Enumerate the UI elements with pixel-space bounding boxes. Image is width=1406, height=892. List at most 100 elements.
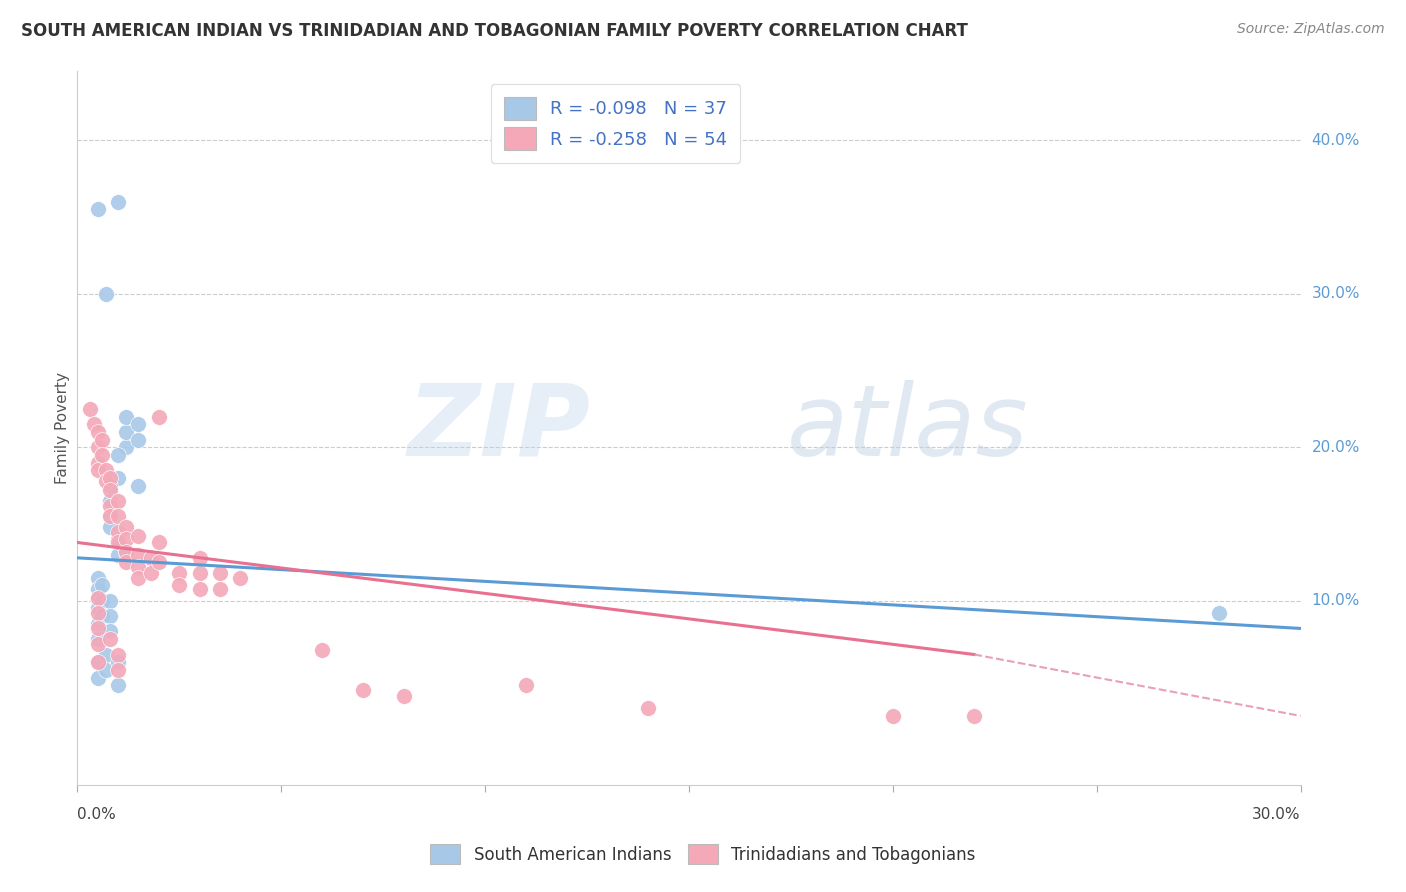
Point: [90, 448, 112, 462]
Point: [90, 433, 112, 447]
Point: [515, 678, 537, 692]
Point: [311, 643, 333, 657]
Point: [87, 202, 110, 217]
Point: [87, 601, 110, 615]
Point: [98, 509, 121, 524]
Point: [83, 417, 105, 432]
Point: [352, 682, 374, 697]
Point: [87, 632, 110, 647]
Point: [139, 550, 162, 565]
Point: [169, 566, 191, 581]
Point: [87, 582, 110, 596]
Point: [115, 544, 138, 558]
Point: [963, 709, 986, 723]
Point: [98, 624, 121, 639]
Text: Source: ZipAtlas.com: Source: ZipAtlas.com: [1237, 22, 1385, 37]
Point: [107, 535, 129, 549]
Text: 0.0%: 0.0%: [77, 807, 117, 822]
Point: [87, 425, 110, 439]
Text: atlas: atlas: [787, 380, 1028, 476]
Point: [127, 560, 149, 574]
Point: [98, 471, 121, 485]
Legend: South American Indians, Trinidadians and Tobagonians: South American Indians, Trinidadians and…: [423, 838, 983, 871]
Point: [87, 671, 110, 685]
Text: ZIP: ZIP: [408, 380, 591, 476]
Point: [87, 463, 110, 477]
Point: [98, 509, 121, 524]
Point: [169, 578, 191, 592]
Point: [208, 582, 231, 596]
Point: [107, 524, 129, 539]
Point: [148, 535, 170, 549]
Point: [90, 594, 112, 608]
Point: [127, 433, 149, 447]
Point: [87, 606, 110, 620]
Point: [90, 609, 112, 624]
Text: 40.0%: 40.0%: [1312, 133, 1360, 148]
Point: [107, 533, 129, 547]
Point: [127, 479, 149, 493]
Point: [107, 448, 129, 462]
Point: [87, 456, 110, 470]
Point: [87, 655, 110, 669]
Point: [87, 591, 110, 605]
Text: 10.0%: 10.0%: [1312, 593, 1360, 608]
Legend: R = -0.098   N = 37, R = -0.258   N = 54: R = -0.098 N = 37, R = -0.258 N = 54: [491, 84, 740, 163]
Point: [87, 622, 110, 636]
Point: [115, 520, 138, 534]
Point: [107, 648, 129, 662]
Point: [115, 533, 138, 547]
Point: [94, 286, 117, 301]
Point: [115, 409, 138, 424]
Point: [229, 571, 252, 585]
Point: [87, 591, 110, 605]
Point: [98, 483, 121, 498]
Point: [107, 494, 129, 508]
Point: [90, 578, 112, 592]
Point: [87, 616, 110, 631]
Text: 20.0%: 20.0%: [1312, 440, 1360, 455]
Point: [1208, 606, 1230, 620]
Point: [107, 548, 129, 562]
Point: [98, 479, 121, 493]
Point: [107, 509, 129, 524]
Point: [188, 550, 211, 565]
Point: [107, 655, 129, 669]
Point: [115, 556, 138, 570]
Point: [127, 548, 149, 562]
Point: [188, 582, 211, 596]
Point: [98, 632, 121, 647]
Point: [98, 609, 121, 624]
Point: [98, 499, 121, 513]
Point: [87, 655, 110, 669]
Point: [98, 594, 121, 608]
Point: [188, 566, 211, 581]
Point: [115, 425, 138, 439]
Point: [87, 571, 110, 585]
Point: [107, 663, 129, 677]
Point: [139, 566, 162, 581]
Point: [882, 709, 904, 723]
Point: [107, 194, 129, 209]
Point: [98, 520, 121, 534]
Point: [94, 648, 117, 662]
Point: [392, 689, 415, 703]
Point: [127, 571, 149, 585]
Point: [208, 566, 231, 581]
Point: [87, 441, 110, 455]
Point: [94, 663, 117, 677]
Point: [98, 494, 121, 508]
Point: [79, 401, 101, 416]
Point: [115, 441, 138, 455]
Point: [107, 471, 129, 485]
Point: [115, 544, 138, 558]
Point: [107, 678, 129, 692]
Point: [637, 701, 659, 715]
Point: [148, 556, 170, 570]
Point: [127, 529, 149, 543]
Point: [94, 463, 117, 477]
Y-axis label: Family Poverty: Family Poverty: [55, 372, 70, 484]
Text: SOUTH AMERICAN INDIAN VS TRINIDADIAN AND TOBAGONIAN FAMILY POVERTY CORRELATION C: SOUTH AMERICAN INDIAN VS TRINIDADIAN AND…: [21, 22, 967, 40]
Point: [94, 474, 117, 488]
Point: [87, 637, 110, 651]
